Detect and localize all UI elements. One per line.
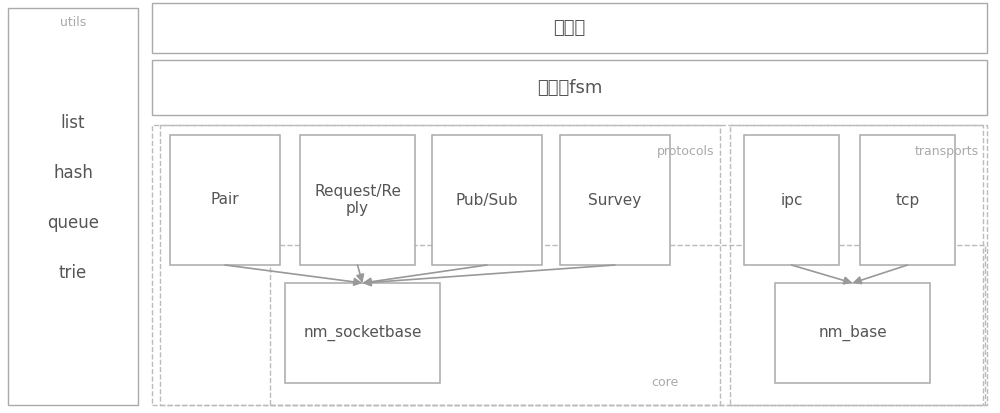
Bar: [152, 60, 987, 115]
Bar: [152, 125, 987, 405]
Text: ipc: ipc: [780, 192, 803, 207]
Text: Pair: Pair: [211, 192, 239, 207]
Text: 状态机fsm: 状态机fsm: [537, 78, 602, 97]
Bar: [432, 135, 542, 265]
Text: trie: trie: [59, 264, 87, 282]
Text: nm_socketbase: nm_socketbase: [303, 325, 422, 341]
Bar: [560, 135, 670, 265]
Text: protocols: protocols: [656, 145, 714, 157]
Text: list: list: [61, 114, 85, 132]
Bar: [744, 135, 839, 265]
Bar: [8, 8, 138, 405]
Bar: [170, 135, 280, 265]
Text: Pub/Sub: Pub/Sub: [456, 192, 518, 207]
Bar: [730, 125, 983, 405]
Bar: [160, 125, 720, 405]
Text: nm_base: nm_base: [818, 325, 887, 341]
Text: Request/Re
ply: Request/Re ply: [314, 184, 401, 216]
Bar: [300, 135, 415, 265]
Bar: [270, 245, 985, 405]
Bar: [285, 283, 440, 383]
Text: hash: hash: [53, 164, 93, 182]
Text: transports: transports: [915, 145, 979, 157]
Bar: [775, 283, 930, 383]
Text: tcp: tcp: [895, 192, 920, 207]
Bar: [860, 135, 955, 265]
Text: 线程池: 线程池: [553, 19, 586, 37]
Text: queue: queue: [47, 214, 99, 232]
Text: Survey: Survey: [588, 192, 642, 207]
Bar: [152, 3, 987, 53]
Text: core: core: [652, 377, 679, 389]
Text: utils: utils: [60, 17, 86, 29]
